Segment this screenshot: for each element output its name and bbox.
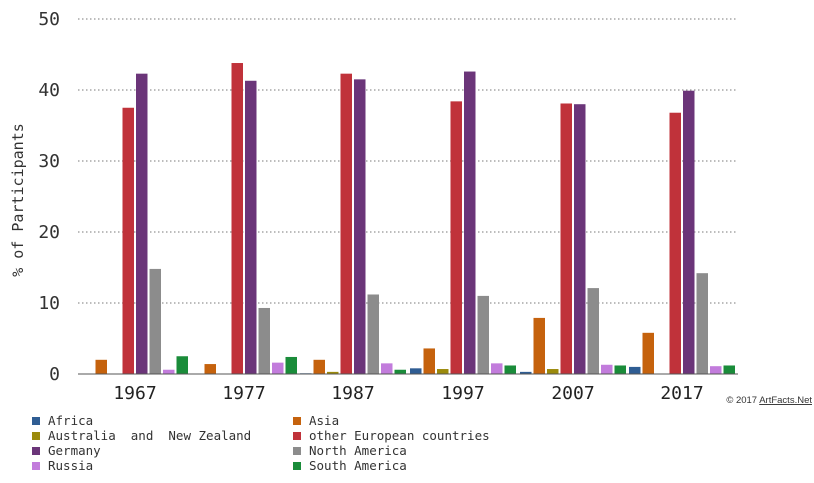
legend-swatch <box>293 432 301 440</box>
credit-link[interactable]: ArtFacts.Net <box>759 395 812 406</box>
bar-1987-2 <box>327 371 339 374</box>
legend-swatch <box>32 417 40 425</box>
legend-swatch <box>32 462 40 470</box>
bar-1967-4 <box>136 73 148 375</box>
bar-1977-4 <box>245 80 257 375</box>
bar-1967-3 <box>122 107 134 374</box>
x-tick-label: 2017 <box>660 383 703 404</box>
y-tick-label: 30 <box>38 151 60 172</box>
legend-label: Asia <box>309 413 339 428</box>
bar-2017-4 <box>683 90 695 375</box>
bar-1997-4 <box>464 71 476 374</box>
bar-1997-2 <box>437 369 449 374</box>
legend-label: other European countries <box>309 428 490 443</box>
bars <box>95 63 735 375</box>
bar-1997-7 <box>504 365 516 374</box>
bar-1997-3 <box>450 101 462 375</box>
bar-1987-6 <box>381 363 393 374</box>
bar-1967-5 <box>149 268 161 374</box>
bar-2007-6 <box>601 364 613 374</box>
bar-2007-0 <box>520 371 532 374</box>
legend-label: Africa <box>48 413 93 428</box>
legend-swatch <box>293 417 301 425</box>
bar-1987-4 <box>354 79 366 374</box>
legend-label: Russia <box>48 458 93 473</box>
y-tick-label: 50 <box>38 9 60 30</box>
bar-1977-7 <box>285 356 297 374</box>
bar-1987-1 <box>313 359 325 374</box>
bar-2017-0 <box>629 366 641 374</box>
bar-1987-5 <box>367 294 379 374</box>
bar-1997-0 <box>410 368 422 374</box>
bar-1967-1 <box>95 359 107 374</box>
credit-prefix: © 2017 <box>726 395 759 406</box>
x-tick-label: 2007 <box>551 383 594 404</box>
bar-1997-6 <box>491 363 503 374</box>
bar-2017-5 <box>696 273 708 374</box>
bar-2007-2 <box>547 369 559 374</box>
x-axis-ticks: 1967 1977 1987 1997 2007 2017 <box>113 383 703 404</box>
legend-label: Germany <box>48 443 101 458</box>
x-tick-label: 1997 <box>441 383 484 404</box>
legend-label: South America <box>309 458 407 473</box>
legend-label: North America <box>309 443 407 458</box>
legend-swatch <box>32 432 40 440</box>
y-tick-label: 20 <box>38 222 60 243</box>
y-tick-label: 0 <box>49 364 60 385</box>
bar-2007-7 <box>614 365 626 374</box>
y-tick-label: 10 <box>38 293 60 314</box>
x-tick-label: 1967 <box>113 383 156 404</box>
y-axis-label: % of Participants <box>9 123 27 277</box>
bar-1977-5 <box>258 307 270 374</box>
legend-label: Australia and New Zealand <box>48 428 251 443</box>
bar-2007-4 <box>574 104 586 374</box>
legend: Africa Asia Australia and New Zealand other… <box>32 413 490 473</box>
x-tick-label: 1987 <box>331 383 374 404</box>
bar-1977-6 <box>272 362 284 374</box>
bar-2007-3 <box>560 103 572 375</box>
bar-2007-1 <box>533 317 545 374</box>
legend-swatch <box>293 462 301 470</box>
bar-2017-1 <box>642 332 654 374</box>
x-tick-label: 1977 <box>222 383 265 404</box>
legend-swatch <box>32 447 40 455</box>
bar-1987-7 <box>394 369 406 374</box>
bar-1967-7 <box>176 356 188 374</box>
bar-1977-1 <box>204 364 216 374</box>
bar-1997-5 <box>477 295 489 374</box>
bar-1967-6 <box>163 369 175 374</box>
bar-1997-1 <box>423 348 435 374</box>
bar-1977-3 <box>231 63 243 375</box>
legend-swatch <box>293 447 301 455</box>
bar-2017-6 <box>710 366 722 374</box>
credit-text: © 2017 ArtFacts.Net <box>726 395 812 406</box>
y-tick-label: 40 <box>38 80 60 101</box>
bar-2007-5 <box>587 288 599 374</box>
bar-2017-7 <box>723 365 735 374</box>
y-axis-ticks: 0 10 20 30 40 50 <box>38 9 60 385</box>
bar-2017-3 <box>669 112 681 374</box>
gridlines <box>78 18 738 304</box>
bar-1987-3 <box>340 73 352 375</box>
